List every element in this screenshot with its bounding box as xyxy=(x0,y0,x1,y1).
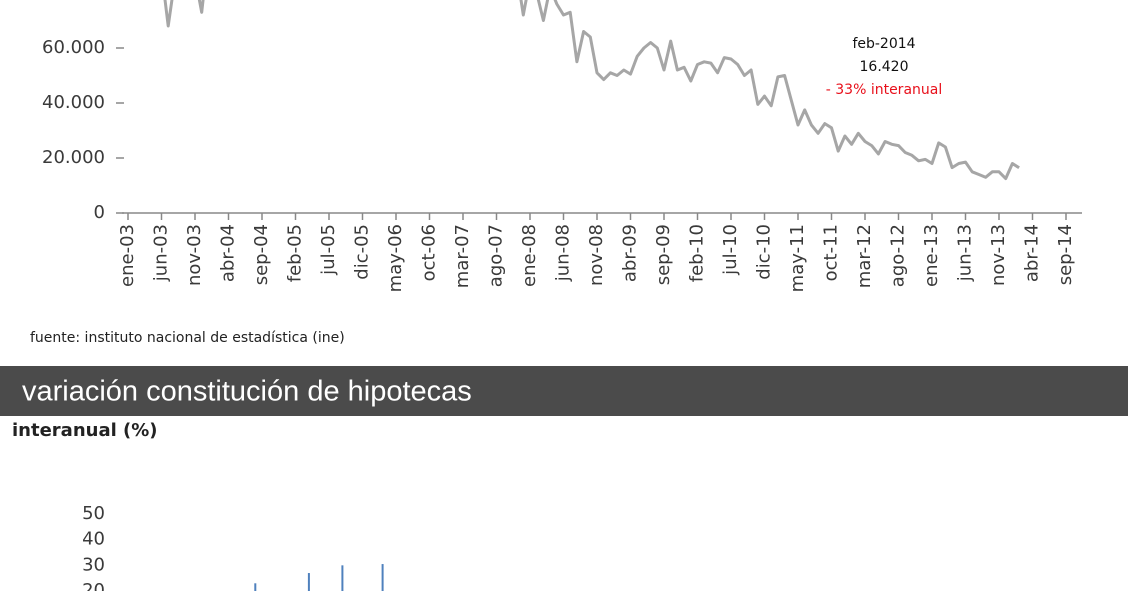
data-line xyxy=(163,0,1020,181)
y-tick-label: 20.000 xyxy=(42,147,105,168)
x-tick-label: dic-10 xyxy=(754,224,775,280)
x-tick-label: may-06 xyxy=(385,224,406,292)
x-tick-label: mar-12 xyxy=(854,224,875,288)
x-tick-label: abr-09 xyxy=(620,224,641,282)
x-tick-label: dic-05 xyxy=(352,224,373,280)
x-tick-label: jul-10 xyxy=(720,224,741,276)
x-tick-label: jul-05 xyxy=(318,224,339,276)
x-tick-label: abr-04 xyxy=(218,224,239,282)
x-tick-label: sep-09 xyxy=(653,224,674,285)
x-tick-label: sep-14 xyxy=(1055,224,1076,285)
x-tick-label: ago-12 xyxy=(888,224,909,287)
y-axis-label: interanual (%) xyxy=(12,420,158,441)
x-tick-label: ene-13 xyxy=(921,224,942,287)
y-tick-label: 20 xyxy=(82,580,105,591)
x-tick-label: may-11 xyxy=(787,224,808,292)
y-tick-label: 80.000 xyxy=(42,0,105,3)
x-tick-label: abr-14 xyxy=(1022,224,1043,282)
bar xyxy=(254,583,257,591)
y-tick-label: 40 xyxy=(82,529,105,550)
y-tick-label: 40.000 xyxy=(42,92,105,113)
x-tick-label: nov-13 xyxy=(988,224,1009,286)
x-tick-label: jun-08 xyxy=(553,224,574,282)
x-tick-label: ago-07 xyxy=(486,224,507,287)
section-band xyxy=(0,366,1128,416)
bar xyxy=(307,573,310,591)
y-tick-label: 50 xyxy=(82,503,105,524)
y-tick-label: 0 xyxy=(94,202,105,223)
chart-title: variación constitución de hipotecas xyxy=(22,376,472,408)
annotation-value: 16.420 xyxy=(860,59,909,75)
x-tick-label: ene-03 xyxy=(117,224,138,287)
bar xyxy=(381,564,384,591)
x-tick-label: oct-06 xyxy=(419,224,440,281)
x-tick-label: jun-03 xyxy=(151,224,172,282)
x-tick-label: nov-08 xyxy=(586,224,607,286)
x-tick-label: jun-13 xyxy=(955,224,976,282)
x-tick-label: ene-08 xyxy=(519,224,540,287)
source-note: fuente: instituto nacional de estadístic… xyxy=(30,330,345,346)
bar xyxy=(341,565,344,591)
x-tick-label: oct-11 xyxy=(821,224,842,281)
x-tick-label: nov-03 xyxy=(184,224,205,286)
y-tick-label: 30 xyxy=(82,554,105,575)
annotation-date: feb-2014 xyxy=(852,36,915,52)
y-tick-label: 60.000 xyxy=(42,37,105,58)
x-tick-label: mar-07 xyxy=(452,224,473,288)
annotation-change: - 33% interanual xyxy=(826,82,942,98)
x-tick-label: feb-05 xyxy=(285,224,306,282)
x-tick-label: sep-04 xyxy=(251,224,272,285)
x-tick-label: feb-10 xyxy=(687,224,708,282)
